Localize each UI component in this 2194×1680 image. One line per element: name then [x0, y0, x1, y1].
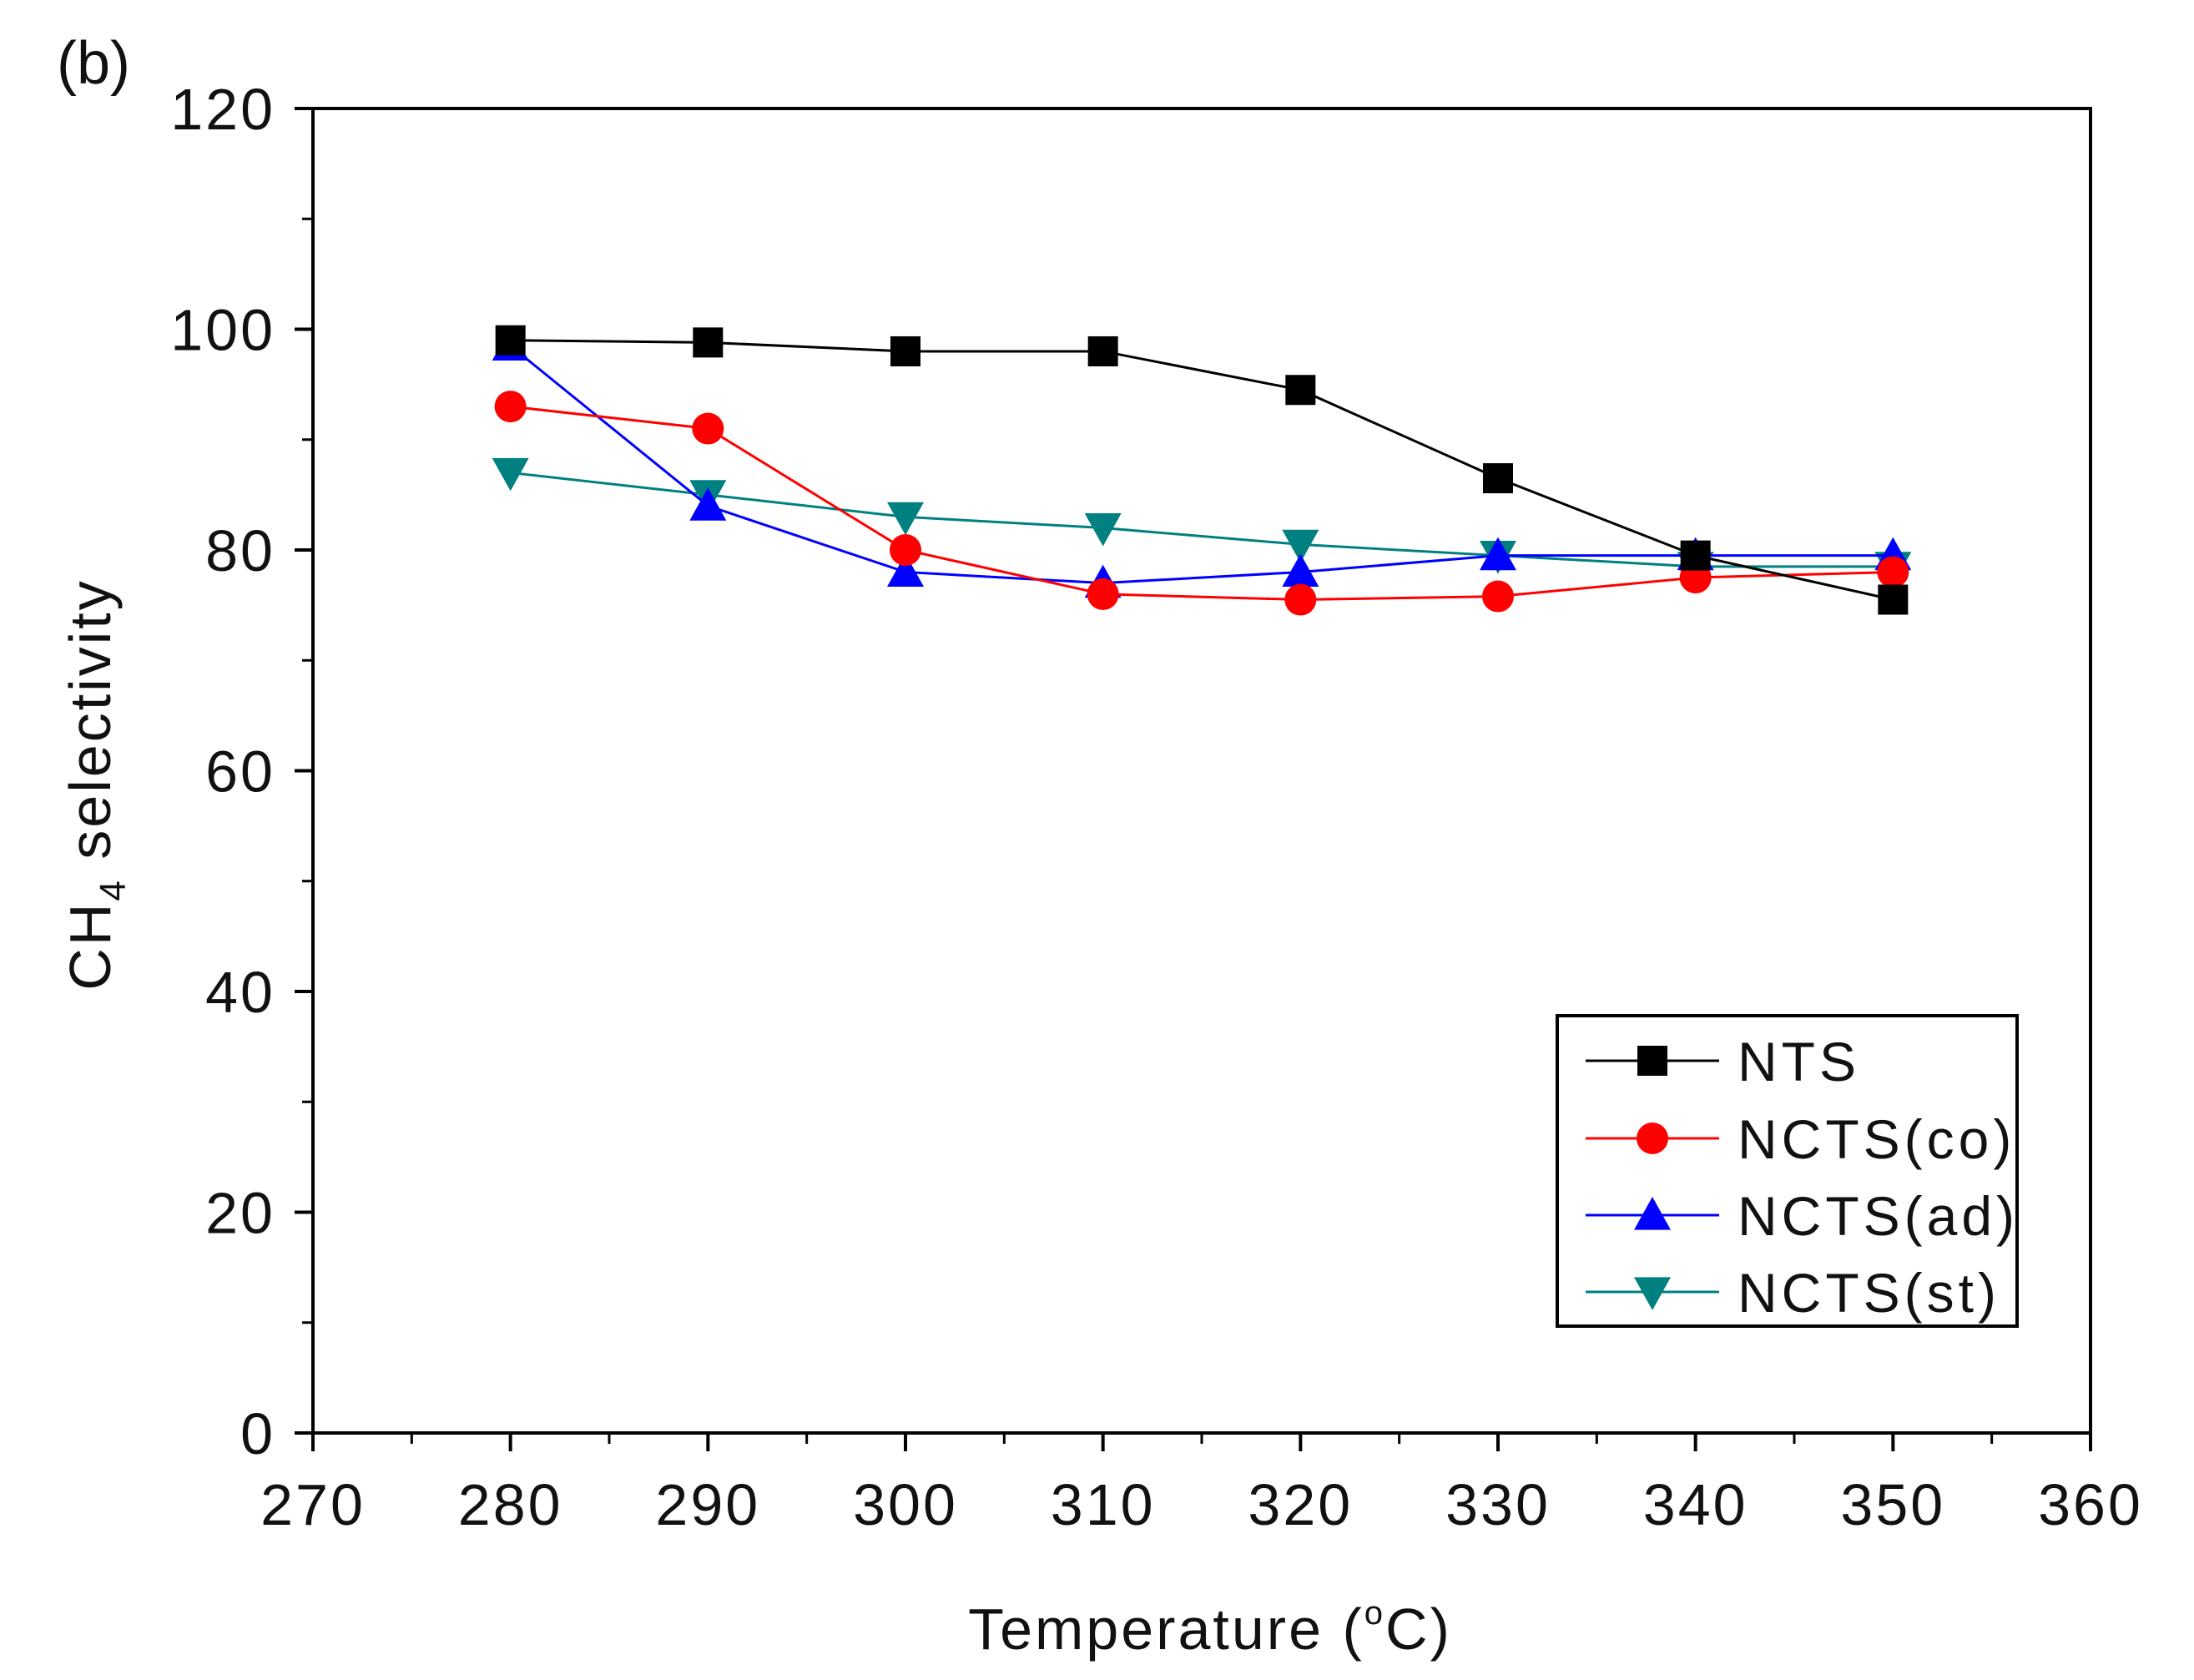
y-tick-label: 80 — [205, 518, 275, 583]
x-axis-title-main: Temperature ( — [968, 1597, 1364, 1662]
y-tick-labels: 0 20 40 60 80 100 120 — [170, 77, 275, 1466]
x-tick-label: 270 — [260, 1472, 366, 1537]
x-axis-title-degree: o — [1364, 1595, 1385, 1632]
data-point — [1282, 529, 1319, 563]
x-axis-title-unit: C) — [1385, 1597, 1452, 1662]
data-point — [1285, 375, 1316, 406]
x-tick-label: 290 — [655, 1472, 760, 1537]
data-point — [1680, 540, 1711, 571]
y-axis-title-main: CH — [58, 901, 123, 991]
data-point — [1087, 578, 1119, 610]
legend-marker — [1637, 1046, 1667, 1076]
y-axis-title-subscript: 4 — [93, 878, 134, 901]
data-point — [1084, 512, 1122, 547]
series-line — [510, 405, 1894, 602]
data-point — [890, 534, 921, 566]
legend-marker — [1637, 1123, 1668, 1154]
x-tick-label: 350 — [1840, 1472, 1945, 1537]
y-tick-label: 60 — [205, 739, 275, 805]
x-tick-label: 330 — [1445, 1472, 1551, 1537]
y-tick-label: 20 — [205, 1181, 275, 1246]
legend-label: NCTS(ad) — [1738, 1185, 2019, 1247]
x-tick-labels: 270 280 290 300 310 320 330 340 350 360 — [260, 1472, 2143, 1537]
legend-label: NCTS(st) — [1738, 1262, 2000, 1324]
legend-marker — [1634, 1197, 1671, 1230]
legend-entry: NCTS(co) — [1586, 1108, 2015, 1170]
series-line — [510, 471, 1894, 568]
y-tick-label: 40 — [205, 960, 275, 1025]
y-tick-label: 120 — [170, 77, 275, 142]
data-point — [890, 335, 920, 366]
data-point — [1877, 556, 1909, 588]
x-axis-title: Temperature (oC) — [968, 1595, 1452, 1662]
data-point — [495, 325, 526, 356]
data-point — [1878, 584, 1909, 615]
x-tick-label: 280 — [458, 1472, 563, 1537]
series-line — [509, 345, 1894, 585]
x-tick-label: 320 — [1248, 1472, 1353, 1537]
y-axis-title-rest: selectivity — [58, 578, 123, 878]
y-tick-label: 100 — [170, 298, 275, 363]
legend-entry: NCTS(st) — [1586, 1262, 2000, 1324]
legend-label: NCTS(co) — [1738, 1108, 2015, 1170]
series-NTS — [495, 325, 1909, 615]
data-point — [689, 487, 727, 521]
data-point — [692, 412, 724, 445]
data-point — [492, 457, 529, 492]
y-axis-title: CH4 selectivity — [58, 578, 134, 990]
data-point — [1284, 583, 1317, 616]
legend-marker — [1634, 1277, 1671, 1310]
data-point — [1480, 537, 1516, 571]
data-point — [693, 327, 724, 358]
legend-entry: NCTS(ad) — [1586, 1185, 2019, 1247]
data-point — [887, 502, 924, 536]
legend-entry: NTS — [1586, 1031, 1860, 1092]
data-point — [1087, 335, 1118, 366]
legend-label: NTS — [1738, 1031, 1860, 1092]
x-tick-label: 360 — [2038, 1472, 2143, 1537]
legend: NTS NCTS(co) NCTS(ad) NCTS(st) — [1556, 1014, 2019, 1328]
y-tick-label: 0 — [240, 1401, 275, 1466]
x-tick-label: 310 — [1051, 1472, 1156, 1537]
data-point — [887, 553, 924, 588]
data-point — [1483, 463, 1513, 494]
series-NCTS(co) — [494, 391, 1909, 616]
series-layer — [492, 325, 1912, 616]
panel-label: (b) — [57, 30, 130, 97]
x-tick-label: 340 — [1643, 1472, 1748, 1537]
data-point — [494, 391, 527, 423]
series-line — [510, 339, 1894, 601]
data-point — [1482, 580, 1514, 613]
x-tick-label: 300 — [853, 1472, 958, 1537]
data-point — [1282, 553, 1319, 588]
legend-box — [1556, 1014, 2019, 1328]
axis-ticks — [295, 107, 2092, 1451]
